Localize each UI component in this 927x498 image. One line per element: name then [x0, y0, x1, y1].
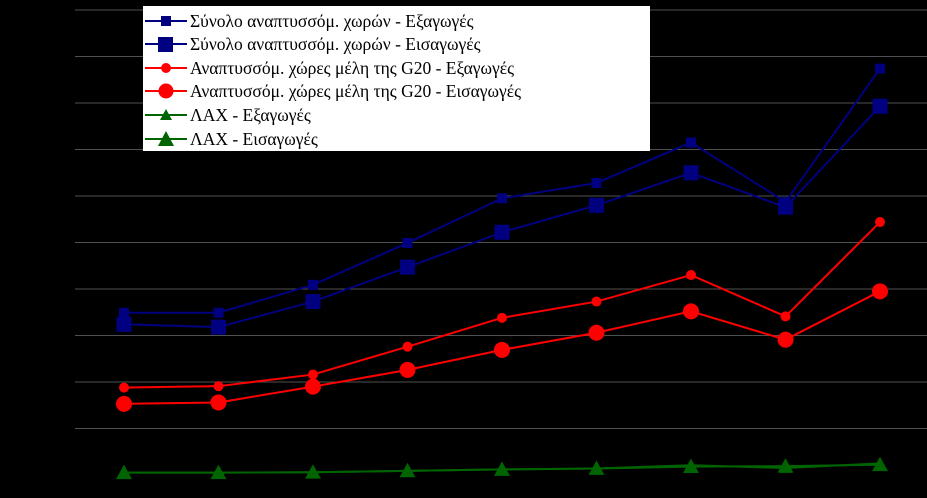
data-point — [777, 331, 794, 348]
legend: Σύνολο αναπτυσσόμ. χωρών - Εξαγωγές Σύνο… — [143, 6, 650, 151]
data-point — [308, 279, 318, 290]
legend-item-ldc-exports: ΛΑΧ - Εξαγωγές — [143, 104, 650, 126]
data-point — [497, 193, 507, 204]
data-point — [213, 381, 224, 392]
legend-item-developing-imports: Σύνολο αναπτυσσόμ. χωρών - Εισαγωγές — [143, 33, 650, 55]
legend-label: Αναπτυσσόμ. χώρες μέλη της G20 - Εξαγωγέ… — [190, 58, 515, 78]
data-point — [305, 294, 321, 310]
data-point — [686, 270, 696, 281]
legend-swatch-triangle-large — [145, 131, 187, 146]
data-point — [494, 341, 510, 358]
legend-swatch-circle-small — [145, 63, 187, 73]
data-point — [588, 324, 605, 341]
legend-item-g20-exports: Αναπτυσσόμ. χώρες μέλη της G20 - Εξαγωγέ… — [143, 57, 650, 79]
data-point — [402, 341, 413, 352]
legend-label: ΛΑΧ - Εισαγωγές — [190, 129, 318, 149]
data-point — [683, 165, 699, 181]
legend-item-developing-exports: Σύνολο αναπτυσσόμ. χωρών - Εξαγωγές — [143, 10, 650, 32]
data-point — [588, 460, 605, 475]
legend-item-ldc-imports: ΛΑΧ - Εισαγωγές — [143, 128, 650, 150]
data-point — [116, 395, 132, 412]
legend-item-g20-imports: Αναπτυσσόμ. χώρες μέλη της G20 - Εισαγωγ… — [143, 80, 650, 102]
data-point — [305, 378, 321, 395]
data-point — [683, 458, 699, 474]
data-point — [497, 312, 507, 323]
legend-swatch-triangle-small — [145, 109, 187, 120]
data-point — [494, 224, 510, 240]
data-point — [399, 361, 416, 378]
data-point — [400, 259, 415, 275]
legend-swatch-square-large — [145, 37, 187, 52]
data-point — [780, 311, 791, 322]
data-point — [399, 462, 416, 478]
data-point — [210, 394, 227, 411]
legend-label: ΛΑΧ - Εξαγωγές — [190, 105, 311, 125]
data-point — [875, 217, 885, 228]
data-point — [116, 464, 132, 480]
data-point — [213, 307, 224, 318]
data-point — [119, 307, 129, 318]
data-point — [875, 63, 885, 74]
legend-label: Σύνολο αναπτυσσόμ. χωρών - Εξαγωγές — [190, 11, 474, 31]
data-point — [305, 464, 321, 479]
data-point — [308, 369, 318, 380]
legend-label: Σύνολο αναπτυσσόμ. χωρών - Εισαγωγές — [190, 34, 481, 54]
legend-swatch-circle-large — [145, 83, 187, 99]
data-point — [116, 316, 132, 332]
data-point — [872, 98, 888, 114]
data-point — [686, 137, 696, 148]
legend-label: Αναπτυσσόμ. χώρες μέλη της G20 - Εισαγωγ… — [190, 81, 522, 101]
data-point — [591, 296, 602, 307]
legend-swatch-square-small — [145, 16, 187, 26]
data-point — [119, 382, 129, 393]
data-point — [683, 303, 699, 320]
data-point — [210, 464, 227, 480]
series-group — [116, 63, 888, 480]
data-point — [402, 237, 413, 248]
data-point — [591, 177, 602, 188]
data-point — [778, 199, 793, 215]
data-point — [872, 283, 888, 300]
data-point — [777, 458, 794, 473]
data-point — [211, 319, 226, 335]
data-point — [494, 461, 510, 476]
data-point — [872, 456, 888, 472]
data-point — [589, 197, 604, 213]
